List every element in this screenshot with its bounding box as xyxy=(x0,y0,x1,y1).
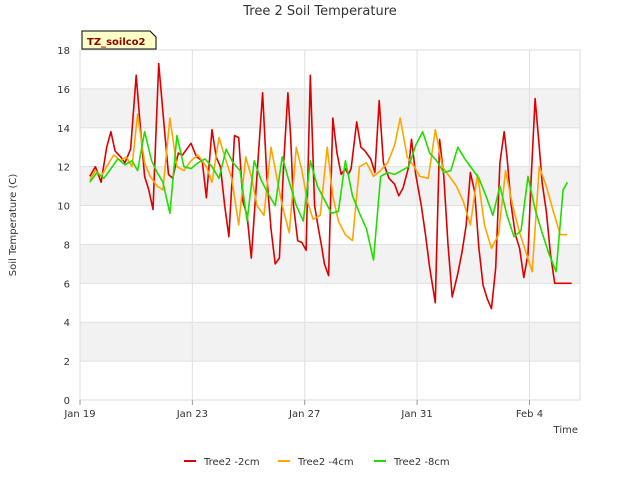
y-axis-label: Soil Temperature (C) xyxy=(8,174,19,277)
x-tick-label: Jan 23 xyxy=(176,409,208,420)
x-tick-label: Jan 19 xyxy=(63,409,95,420)
y-tick-label: 12 xyxy=(57,163,70,174)
x-tick-label: Jan 27 xyxy=(288,409,320,420)
y-tick-label: 6 xyxy=(64,279,70,290)
chart-title: Tree 2 Soil Temperature xyxy=(242,4,397,19)
x-axis-ticks: Jan 19 Jan 23 Jan 27 Jan 31 Feb 4 xyxy=(63,400,543,420)
y-tick-label: 0 xyxy=(64,396,70,407)
y-tick-label: 8 xyxy=(64,240,70,251)
y-tick-label: 2 xyxy=(64,357,70,368)
y-tick-label: 4 xyxy=(64,318,70,329)
y-tick-label: 16 xyxy=(57,85,70,96)
legend-label: Tree2 -8cm xyxy=(393,457,450,468)
y-tick-label: 18 xyxy=(57,46,70,57)
y-tick-label: 10 xyxy=(57,202,70,213)
background-band xyxy=(80,322,580,362)
station-badge: TZ_soilco2 xyxy=(81,30,157,50)
station-badge-label: TZ_soilco2 xyxy=(87,37,146,48)
series-line-1 xyxy=(89,62,572,310)
x-tick-label: Feb 4 xyxy=(516,409,543,420)
plot-frame xyxy=(79,49,581,401)
series-line-2 xyxy=(89,113,568,273)
legend: Tree2 -2cm Tree2 -4cm Tree2 -8cm xyxy=(184,457,450,468)
x-axis-label: Time xyxy=(553,425,578,436)
series-line-3 xyxy=(89,130,569,273)
y-axis-ticks: 0 2 4 6 8 10 12 14 16 18 xyxy=(57,46,70,407)
legend-label: Tree2 -4cm xyxy=(297,457,354,468)
legend-label: Tree2 -2cm xyxy=(203,457,260,468)
series-lines xyxy=(89,62,572,310)
y-tick-label: 14 xyxy=(57,124,70,135)
station-badge-box xyxy=(81,30,157,50)
background-band xyxy=(80,88,580,128)
x-tick-label: Jan 31 xyxy=(400,409,432,420)
